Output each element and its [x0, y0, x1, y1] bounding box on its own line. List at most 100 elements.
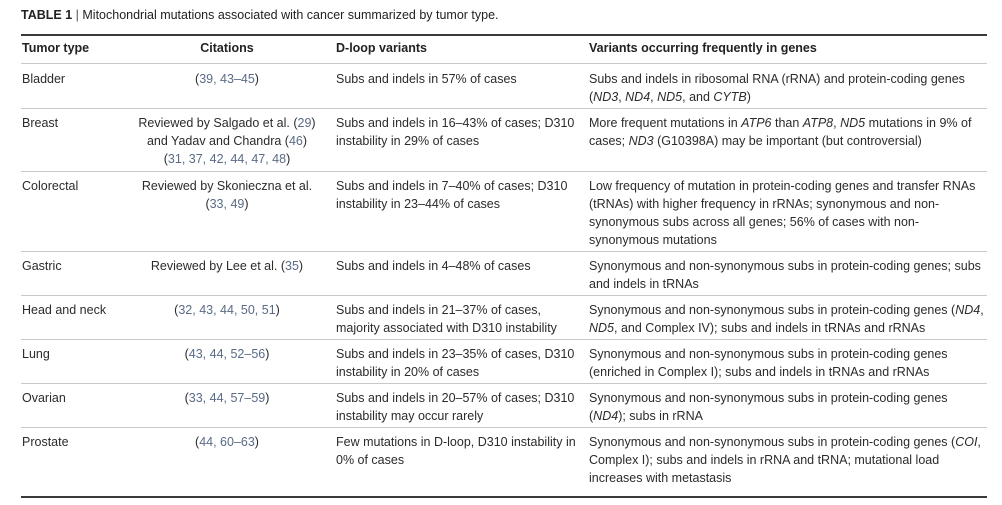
- column-header-gene-variants: Variants occurring frequently in genes: [589, 41, 817, 55]
- text-run: ): [286, 152, 291, 166]
- d-loop-cell: Subs and indels in 23–35% of cases, D310…: [336, 347, 575, 379]
- gene-variants-cell: Synonymous and non-synonymous subs in pr…: [589, 433, 984, 487]
- citations-cell: (43, 44, 52–56): [132, 345, 322, 363]
- text-run: (: [163, 152, 168, 166]
- tumor-type-cell: Ovarian: [22, 391, 66, 405]
- text-run: and Yadav and Chandra (: [146, 134, 289, 148]
- gene-variants-cell: Synonymous and non-synonymous subs in pr…: [589, 389, 984, 425]
- citation-ref: 44, 60–63: [199, 435, 255, 449]
- text-run: ): [275, 303, 280, 317]
- text-run: ): [265, 391, 270, 405]
- text-run: mutations in 9% of cases;: [589, 116, 972, 148]
- text-run: ): [265, 347, 270, 361]
- tumor-type-cell: Head and neck: [22, 303, 107, 317]
- citation-line: Reviewed by Skonieczna et al.: [132, 177, 322, 195]
- citation-ref: 29: [297, 116, 312, 130]
- text-run: ,: [650, 90, 658, 104]
- text-run: , Complex I); subs and indels in rRNA an…: [589, 435, 981, 485]
- text-run: (: [184, 347, 189, 361]
- text-run: ); subs in rRNA: [618, 409, 703, 423]
- caption-separator: |: [72, 8, 83, 22]
- column-header-citations: Citations: [200, 41, 254, 55]
- text-run: Reviewed by Skonieczna et al.: [141, 179, 313, 193]
- gene-name: ND5: [589, 321, 615, 335]
- text-run: ): [254, 72, 259, 86]
- citation-line: (33, 49): [132, 195, 322, 213]
- text-run: Low frequency of mutation in protein-cod…: [589, 179, 976, 247]
- text-run: , and: [682, 90, 714, 104]
- citation-ref: 33, 44, 57–59: [188, 391, 266, 405]
- citations-cell: (32, 43, 44, 50, 51): [132, 301, 322, 319]
- text-run: (: [195, 435, 200, 449]
- citation-ref: 35: [285, 259, 299, 273]
- gene-name: ND3: [593, 90, 619, 104]
- gene-variants-cell: Synonymous and non-synonymous subs in pr…: [589, 257, 984, 293]
- gene-name: ND3: [628, 134, 654, 148]
- citation-ref: 46: [288, 134, 303, 148]
- text-run: Reviewed by Lee et al. (: [150, 259, 286, 273]
- citation-ref: 33, 49: [209, 197, 245, 211]
- d-loop-cell: Subs and indels in 4–48% of cases: [336, 259, 531, 273]
- row-separator: [21, 427, 987, 428]
- text-run: Reviewed by Salgado et al. (: [138, 116, 298, 130]
- text-run: ): [746, 90, 751, 104]
- citations-cell: (44, 60–63): [132, 433, 322, 451]
- text-run: ): [311, 116, 316, 130]
- gene-name: COI: [955, 435, 978, 449]
- gene-name: ND5: [657, 90, 683, 104]
- citation-line: (32, 43, 44, 50, 51): [132, 301, 322, 319]
- text-run: More frequent mutations in: [589, 116, 742, 130]
- gene-name: ND4: [955, 303, 981, 317]
- text-run: (: [174, 303, 179, 317]
- citation-line: Reviewed by Lee et al. (35): [132, 257, 322, 275]
- text-run: Synonymous and non-synonymous subs in pr…: [589, 347, 948, 379]
- citation-line: (39, 43–45): [132, 70, 322, 88]
- tumor-type-cell: Prostate: [22, 435, 69, 449]
- text-run: ): [298, 259, 304, 273]
- citations-cell: (33, 44, 57–59): [132, 389, 322, 407]
- text-run: ,: [980, 303, 984, 317]
- gene-name: CYTB: [713, 90, 747, 104]
- tumor-type-cell: Colorectal: [22, 179, 79, 193]
- text-run: ): [254, 435, 259, 449]
- citation-line: (43, 44, 52–56): [132, 345, 322, 363]
- gene-variants-cell: Synonymous and non-synonymous subs in pr…: [589, 345, 984, 381]
- gene-variants-cell: Subs and indels in ribosomal RNA (rRNA) …: [589, 70, 984, 106]
- citations-cell: Reviewed by Salgado et al. (29) and Yadav…: [132, 114, 322, 168]
- text-run: (: [195, 72, 200, 86]
- row-separator: [21, 295, 987, 296]
- gene-name: ND5: [840, 116, 866, 130]
- citations-cell: Reviewed by Skonieczna et al. (33, 49): [132, 177, 322, 213]
- gene-name: ATP8: [802, 116, 834, 130]
- citation-line: (44, 60–63): [132, 433, 322, 451]
- citations-cell: Reviewed by Lee et al. (35): [132, 257, 322, 275]
- gene-variants-cell: More frequent mutations in ATP6 than ATP…: [589, 114, 984, 150]
- tumor-type-cell: Gastric: [22, 259, 62, 273]
- text-run: , and Complex IV); subs and indels in tR…: [614, 321, 926, 335]
- tumor-type-cell: Lung: [22, 347, 50, 361]
- caption-text: Mitochondrial mutations associated with …: [82, 8, 499, 22]
- text-run: Subs and indels in ribosomal RNA (rRNA) …: [589, 72, 965, 104]
- text-run: (G10398A) may be important (but controve…: [653, 134, 922, 148]
- gene-name: ND4: [625, 90, 651, 104]
- row-separator: [21, 339, 987, 340]
- citation-line: Reviewed by Salgado et al. (29): [132, 114, 322, 132]
- row-separator: [21, 108, 987, 109]
- citation-line: (31, 37, 42, 44, 47, 48): [132, 150, 322, 168]
- table-top-rule: [21, 34, 987, 36]
- table-caption: TABLE 1 | Mitochondrial mutations associ…: [21, 8, 499, 22]
- text-run: ,: [618, 90, 626, 104]
- d-loop-cell: Subs and indels in 20–57% of cases; D310…: [336, 391, 575, 423]
- text-run: ,: [833, 116, 841, 130]
- d-loop-cell: Subs and indels in 57% of cases: [336, 72, 517, 86]
- tumor-type-cell: Bladder: [22, 72, 66, 86]
- text-run: Synonymous and non-synonymous subs in pr…: [589, 259, 981, 291]
- text-run: Synonymous and non-synonymous subs in pr…: [589, 303, 956, 317]
- tumor-type-cell: Breast: [22, 116, 59, 130]
- d-loop-cell: Subs and indels in 21–37% of cases, majo…: [336, 303, 557, 335]
- column-header-tumor-type: Tumor type: [22, 41, 90, 55]
- table-bottom-rule: [21, 496, 987, 498]
- text-run: ): [302, 134, 308, 148]
- text-run: than: [771, 116, 803, 130]
